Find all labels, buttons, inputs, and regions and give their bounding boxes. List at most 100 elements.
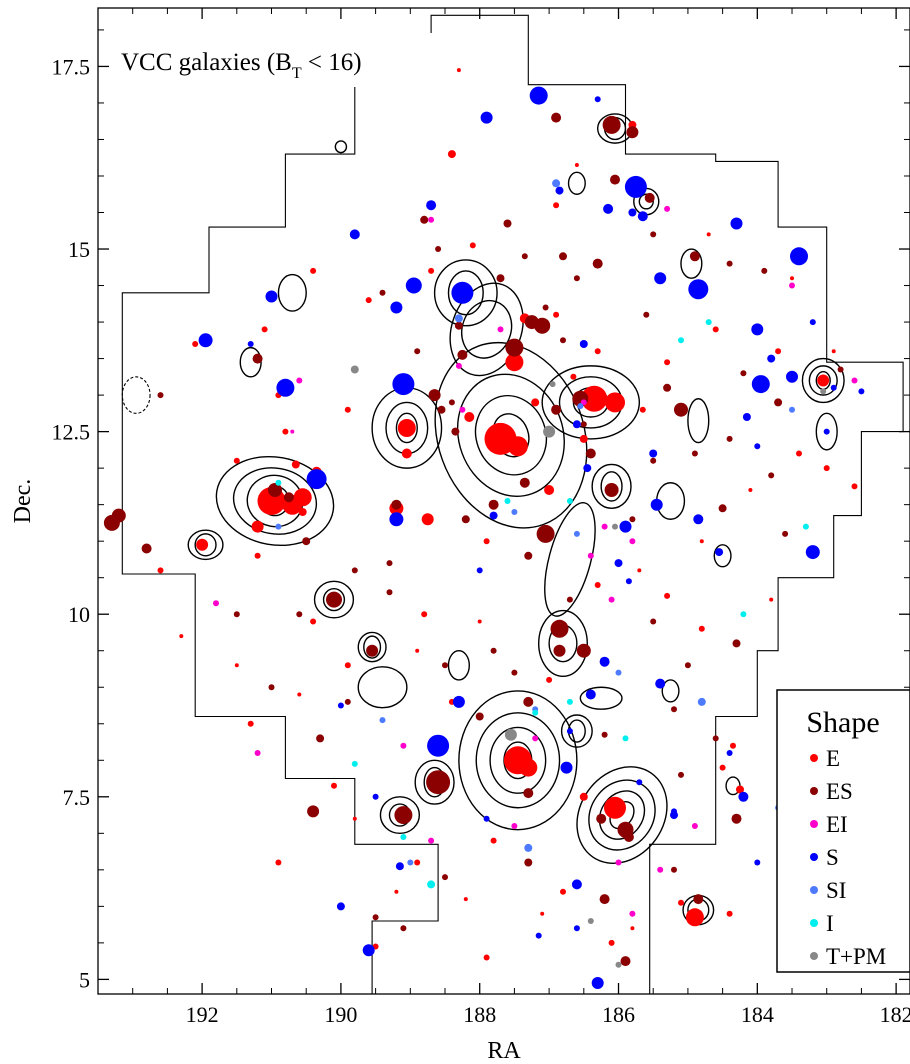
contour-line	[489, 726, 547, 794]
galaxy-point-e	[637, 568, 642, 573]
galaxy-point-i	[622, 735, 629, 742]
legend-label: I	[826, 911, 834, 936]
galaxy-point-e	[192, 341, 199, 347]
galaxy-point-es	[782, 530, 789, 537]
galaxy-point-s	[555, 186, 564, 195]
galaxy-point-tpm	[612, 523, 618, 530]
galaxy-point-es	[761, 267, 768, 274]
contour-line	[414, 759, 455, 805]
galaxy-point-s	[483, 815, 490, 822]
contour-line	[363, 635, 382, 659]
galaxy-point-e	[293, 488, 312, 507]
x-tick-label: 182	[880, 1002, 910, 1027]
x-tick-label: 190	[324, 1002, 357, 1027]
galaxy-point-e	[447, 150, 456, 159]
galaxy-point-tpm	[350, 365, 359, 374]
galaxy-point-s	[625, 578, 632, 585]
y-tick-label: 5	[79, 967, 90, 992]
legend-marker	[810, 754, 818, 762]
galaxy-point-ei	[601, 523, 608, 530]
galaxy-point-es	[726, 260, 733, 267]
contour-line	[541, 365, 641, 440]
galaxy-point-i	[740, 611, 747, 618]
galaxy-point-s	[742, 413, 751, 421]
galaxy-point-tpm	[820, 388, 827, 395]
galaxy-point-s	[754, 859, 761, 866]
galaxy-point-es	[519, 477, 530, 488]
contour-line	[232, 467, 318, 535]
galaxy-points	[103, 68, 865, 989]
galaxy-point-es	[448, 399, 455, 406]
galaxy-point-es	[604, 483, 619, 497]
galaxy-point-e	[574, 163, 579, 167]
galaxy-point-e	[823, 465, 830, 472]
galaxy-point-es	[620, 956, 631, 967]
galaxy-point-s	[655, 678, 666, 689]
galaxy-point-s	[571, 879, 582, 890]
galaxy-point-e	[247, 720, 254, 727]
galaxy-point-es	[435, 246, 442, 252]
galaxy-point-s	[349, 229, 360, 240]
galaxy-point-i	[678, 337, 684, 344]
galaxy-point-ei	[789, 282, 795, 289]
galaxy-point-ei	[657, 866, 664, 873]
galaxy-point-e	[275, 859, 282, 866]
galaxy-point-es	[296, 611, 303, 618]
galaxy-point-si	[552, 179, 561, 188]
galaxy-point-e	[421, 611, 428, 618]
galaxy-point-es	[689, 251, 700, 262]
galaxy-point-e	[282, 428, 289, 435]
galaxy-point-s	[693, 514, 704, 525]
contour-line	[458, 690, 578, 831]
galaxy-point-tpm	[549, 381, 556, 388]
galaxy-point-e	[698, 625, 705, 632]
galaxy-point-e	[639, 406, 646, 413]
galaxy-point-es	[442, 874, 448, 881]
galaxy-point-ei	[296, 377, 303, 384]
galaxy-point-es	[553, 644, 566, 657]
galaxy-point-e	[560, 888, 566, 895]
legend-box	[776, 689, 910, 973]
galaxy-point-s	[480, 111, 493, 124]
galaxy-point-ei	[629, 538, 636, 545]
legend-label: S	[826, 845, 839, 870]
galaxy-point-e	[291, 460, 300, 469]
contour-line	[461, 299, 513, 359]
contour-line	[357, 631, 387, 663]
galaxy-point-e	[490, 837, 497, 844]
galaxy-point-es	[496, 274, 505, 283]
galaxy-point-si	[454, 314, 463, 323]
galaxy-point-e	[463, 897, 468, 902]
contour-line	[588, 779, 656, 851]
galaxy-point-s	[585, 689, 596, 700]
galaxy-point-s	[754, 443, 761, 450]
galaxy-point-e	[726, 910, 733, 917]
galaxy-point-es	[524, 315, 539, 330]
galaxy-point-si	[379, 717, 386, 724]
galaxy-point-es	[326, 591, 342, 608]
galaxy-point-es	[601, 731, 608, 738]
galaxy-point-i	[427, 880, 436, 889]
galaxy-point-es	[712, 735, 719, 742]
galaxy-point-es	[233, 611, 240, 618]
galaxy-point-e	[630, 926, 635, 931]
galaxy-point-s	[451, 281, 474, 304]
galaxy-point-e	[608, 939, 615, 946]
galaxy-point-es	[596, 813, 607, 824]
galaxy-point-ei	[497, 326, 504, 333]
legend: Shape E ES EI S SI I T+PM	[776, 689, 910, 973]
galaxy-point-s	[636, 779, 643, 786]
survey-boundary-line	[121, 14, 904, 994]
galaxy-point-ei	[629, 910, 636, 917]
galaxy-point-es	[542, 304, 549, 311]
y-tick-label: 15	[68, 237, 90, 262]
contour-line	[680, 248, 703, 279]
galaxy-point-tpm	[615, 961, 622, 968]
galaxy-point-es	[580, 421, 587, 428]
galaxy-point-es	[268, 483, 282, 497]
galaxy-point-s	[337, 702, 344, 709]
galaxy-point-e	[605, 392, 625, 413]
galaxy-point-si	[615, 669, 622, 676]
contour-line	[474, 394, 548, 476]
galaxy-point-s	[476, 567, 483, 574]
